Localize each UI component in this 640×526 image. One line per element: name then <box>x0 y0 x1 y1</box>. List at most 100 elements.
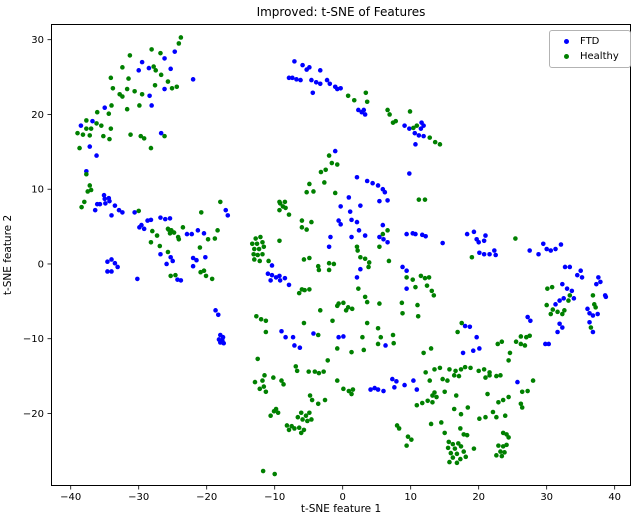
point-healthy <box>322 397 328 403</box>
point-healthy <box>349 306 355 312</box>
point-healthy <box>375 341 381 347</box>
point-healthy <box>272 471 278 477</box>
point-healthy <box>566 298 571 303</box>
point-healthy <box>562 308 567 313</box>
point-healthy <box>316 267 322 273</box>
point-healthy <box>360 334 365 340</box>
point-ftd <box>147 93 152 99</box>
point-ftd <box>536 251 541 257</box>
point-healthy <box>84 171 89 177</box>
point-ftd <box>404 286 409 291</box>
point-healthy <box>128 132 133 137</box>
point-healthy <box>346 388 352 394</box>
point-ftd <box>190 255 196 261</box>
point-ftd <box>477 346 482 351</box>
point-healthy <box>445 378 450 383</box>
point-healthy <box>99 123 104 128</box>
point-healthy <box>440 376 445 382</box>
point-healthy <box>483 375 488 380</box>
point-healthy <box>476 368 481 374</box>
point-healthy <box>109 103 114 108</box>
point-healthy <box>544 302 549 308</box>
point-healthy <box>176 41 182 46</box>
point-healthy <box>396 426 402 431</box>
point-ftd <box>483 233 488 238</box>
point-healthy <box>315 401 321 407</box>
point-healthy <box>530 378 536 383</box>
point-ftd <box>579 275 585 280</box>
point-healthy <box>414 402 420 408</box>
legend-item-healthy[interactable]: Healthy <box>560 51 624 62</box>
point-healthy <box>94 121 99 126</box>
point-ftd <box>109 257 114 262</box>
point-healthy <box>391 340 396 346</box>
point-healthy <box>323 167 329 173</box>
point-healthy <box>330 318 335 324</box>
point-healthy <box>258 234 263 240</box>
point-healthy <box>421 350 426 356</box>
point-ftd <box>370 180 375 186</box>
point-healthy <box>257 258 263 264</box>
point-healthy <box>363 90 369 96</box>
point-healthy <box>254 241 260 247</box>
point-ftd <box>115 264 120 270</box>
point-ftd <box>158 251 163 257</box>
point-ftd <box>265 271 271 276</box>
point-healthy <box>198 269 203 275</box>
point-ftd <box>385 239 390 245</box>
point-healthy <box>496 443 501 448</box>
point-healthy <box>88 126 94 131</box>
point-healthy <box>299 225 305 230</box>
point-healthy <box>527 333 532 339</box>
point-healthy <box>375 325 381 331</box>
point-ftd <box>90 118 95 124</box>
point-healthy <box>399 300 405 306</box>
point-ftd <box>416 133 422 138</box>
point-ftd <box>158 130 164 136</box>
point-healthy <box>152 83 158 88</box>
point-healthy <box>331 261 337 267</box>
point-healthy <box>590 293 596 298</box>
point-ftd <box>87 144 93 149</box>
point-healthy <box>321 369 326 374</box>
point-ftd <box>317 81 323 87</box>
legend-item-ftd[interactable]: FTD <box>560 36 624 47</box>
point-healthy <box>127 53 133 58</box>
point-healthy <box>393 118 399 124</box>
point-ftd <box>590 329 596 335</box>
point-healthy <box>445 445 451 451</box>
point-ftd <box>190 263 196 269</box>
point-healthy <box>256 246 262 252</box>
point-ftd <box>213 308 218 313</box>
point-ftd <box>362 112 368 117</box>
point-ftd <box>356 107 361 113</box>
point-ftd <box>407 126 412 131</box>
axes-frame <box>51 24 631 486</box>
point-healthy <box>296 290 302 296</box>
point-healthy <box>258 316 264 322</box>
point-healthy <box>108 75 114 81</box>
point-healthy <box>141 136 147 141</box>
point-healthy <box>400 311 405 316</box>
point-healthy <box>555 309 560 315</box>
point-ftd <box>368 387 373 392</box>
point-ftd <box>402 382 407 388</box>
point-healthy <box>120 65 125 70</box>
point-healthy <box>494 373 499 379</box>
point-ftd <box>347 209 353 214</box>
point-healthy <box>218 199 223 205</box>
point-healthy <box>361 347 367 353</box>
point-healthy <box>260 378 265 383</box>
point-healthy <box>350 387 356 392</box>
point-ftd <box>481 251 487 257</box>
point-ftd <box>544 246 549 252</box>
point-healthy <box>490 409 496 415</box>
point-healthy <box>253 236 258 241</box>
point-ftd <box>525 314 530 320</box>
point-healthy <box>422 197 428 202</box>
point-healthy <box>447 459 452 465</box>
point-healthy <box>560 311 565 317</box>
point-healthy <box>518 334 524 339</box>
point-healthy <box>282 199 288 205</box>
